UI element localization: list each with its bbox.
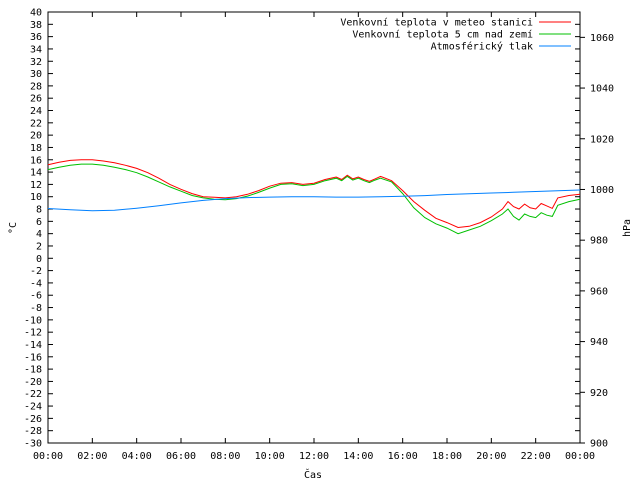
y2-tick-label: 960 [590,286,608,297]
x-tick-label: 12:00 [299,451,329,462]
legend-label: Venkovní teplota 5 cm nad zemí [352,29,533,41]
y-tick-label: 26 [30,94,42,105]
axes: 4038363432302826242220181614121086420-2-… [24,8,614,463]
y2-tick-label: 1060 [590,33,614,44]
y-tick-label: -28 [24,426,42,437]
plot-frame [47,11,581,444]
y2-tick-label: 900 [590,439,608,450]
y2-tick-label: 980 [590,236,608,247]
y-tick-label: 36 [30,32,42,43]
y-tick-label: 22 [30,118,42,129]
y-tick-label: 10 [30,192,42,203]
y2-tick-label: 1000 [590,185,614,196]
y-axis-label: °C [8,222,19,234]
y-tick-label: 38 [30,20,42,31]
y2-tick-label: 920 [590,388,608,399]
y2-tick-label: 1040 [590,84,614,95]
series-line [47,159,581,229]
series-line [47,189,581,212]
x-tick-label: 00:00 [33,451,63,462]
y-tick-label: -18 [24,365,42,376]
y-tick-label: -6 [30,291,42,302]
y2-tick-label: 940 [590,337,608,348]
y-tick-label: -2 [30,266,42,277]
y-tick-label: 32 [30,57,42,68]
y-tick-label: -30 [24,439,42,450]
x-tick-label: 22:00 [521,451,551,462]
y-tick-label: -10 [24,315,42,326]
y-tick-label: -14 [24,340,42,351]
legend: Venkovní teplota v meteo staniciVenkovní… [340,17,571,53]
y2-axis-label: hPa [622,219,633,237]
x-tick-label: 18:00 [432,451,462,462]
x-tick-label: 08:00 [210,451,240,462]
y-tick-label: 30 [30,69,42,80]
y-tick-label: 28 [30,81,42,92]
y-tick-label: -16 [24,352,42,363]
x-tick-label: 20:00 [476,451,506,462]
series-line [47,163,581,235]
y-tick-label: -26 [24,414,42,425]
y-tick-label: 34 [30,44,42,55]
x-tick-label: 04:00 [122,451,152,462]
x-tick-label: 10:00 [255,451,285,462]
y-tick-label: 14 [30,168,42,179]
y-tick-label: 20 [30,131,42,142]
y-tick-label: 16 [30,155,42,166]
y-tick-label: 18 [30,143,42,154]
y-tick-label: -20 [24,377,42,388]
x-tick-label: 02:00 [77,451,107,462]
x-tick-label: 16:00 [388,451,418,462]
y-tick-label: -24 [24,402,42,413]
x-tick-label: 14:00 [343,451,373,462]
y-tick-label: 4 [36,229,42,240]
y-tick-label: 2 [36,241,42,252]
y-tick-label: -8 [30,303,42,314]
x-tick-label: 00:00 [565,451,595,462]
y2-tick-label: 1020 [590,134,614,145]
y-tick-label: 12 [30,180,42,191]
y-tick-label: 40 [30,8,42,19]
y-tick-label: 8 [36,205,42,216]
y-tick-label: 24 [30,106,42,117]
legend-label: Venkovní teplota v meteo stanici [340,17,533,29]
y-tick-label: -22 [24,389,42,400]
legend-label: Atmosférický tlak [431,41,533,53]
y-tick-label: -4 [30,278,42,289]
y-tick-label: 6 [36,217,42,228]
x-tick-label: 06:00 [166,451,196,462]
y-tick-label: 0 [36,254,42,265]
series-layer [47,159,581,235]
x-axis-label: Čas [304,468,322,480]
y-tick-label: -12 [24,328,42,339]
